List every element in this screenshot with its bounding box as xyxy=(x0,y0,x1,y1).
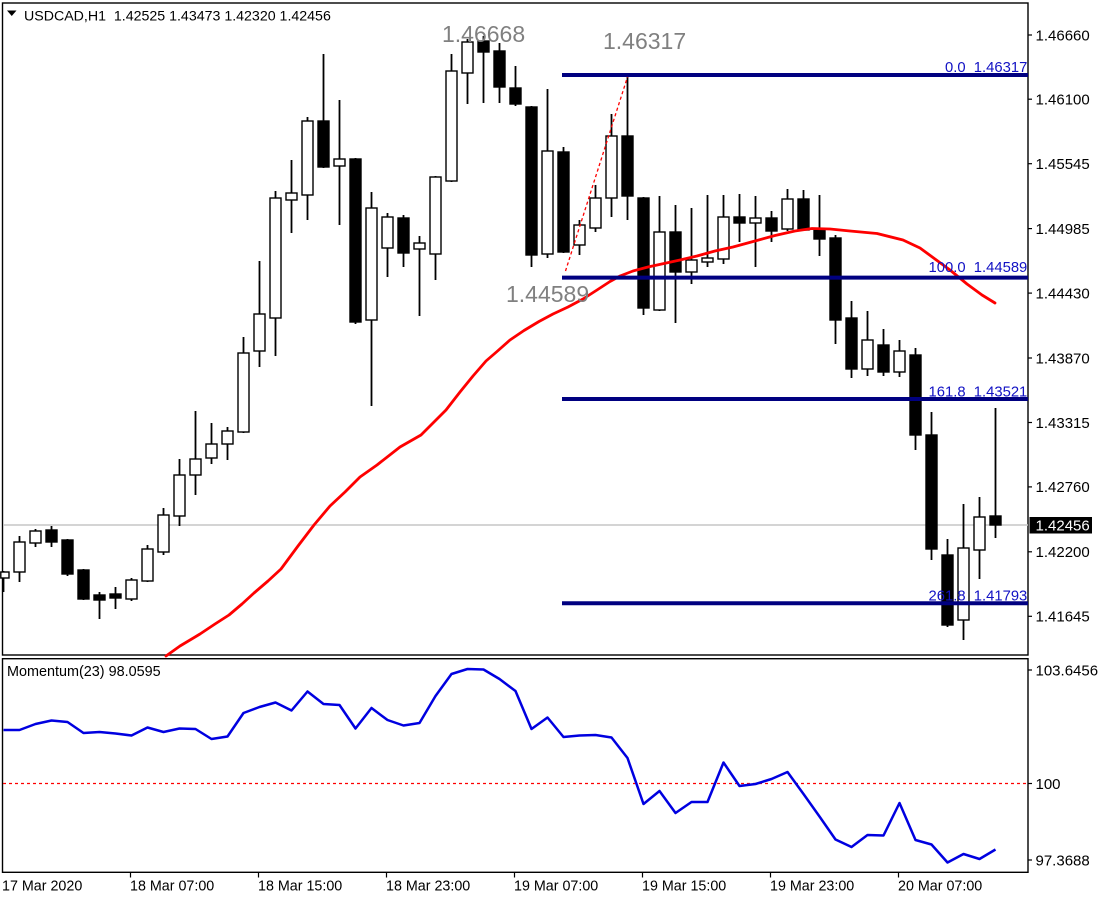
svg-text:1.44430: 1.44430 xyxy=(1036,285,1090,302)
svg-text:103.6456: 103.6456 xyxy=(1036,662,1099,679)
svg-text:1.43315: 1.43315 xyxy=(1036,415,1090,432)
svg-text:Momentum(23) 98.0595: Momentum(23) 98.0595 xyxy=(7,664,161,680)
svg-text:18 Mar 23:00: 18 Mar 23:00 xyxy=(386,879,470,895)
svg-text:1.46100: 1.46100 xyxy=(1036,92,1090,109)
svg-text:1.43870: 1.43870 xyxy=(1036,350,1090,367)
svg-text:18 Mar 07:00: 18 Mar 07:00 xyxy=(130,879,214,895)
svg-text:100: 100 xyxy=(1036,776,1061,793)
svg-text:1.46317: 1.46317 xyxy=(603,28,686,54)
svg-text:100.0 1.44589: 100.0 1.44589 xyxy=(929,260,1028,276)
svg-text:1.46660: 1.46660 xyxy=(1036,27,1090,44)
svg-text:1.42200: 1.42200 xyxy=(1036,544,1090,561)
svg-text:19 Mar 23:00: 19 Mar 23:00 xyxy=(770,879,854,895)
svg-text:1.46668: 1.46668 xyxy=(442,21,525,47)
svg-text:1.41645: 1.41645 xyxy=(1036,609,1090,626)
svg-text:161.8 1.43521: 161.8 1.43521 xyxy=(929,385,1028,401)
svg-text:97.3688: 97.3688 xyxy=(1036,852,1090,869)
svg-text:20 Mar 07:00: 20 Mar 07:00 xyxy=(898,879,982,895)
svg-text:0.0 1.46317: 0.0 1.46317 xyxy=(945,60,1027,76)
svg-text:261.8 1.41793: 261.8 1.41793 xyxy=(929,589,1028,605)
svg-text:19 Mar 15:00: 19 Mar 15:00 xyxy=(642,879,726,895)
svg-text:1.44589: 1.44589 xyxy=(506,281,589,307)
svg-text:1.42456: 1.42456 xyxy=(1036,517,1090,534)
svg-text:1.42760: 1.42760 xyxy=(1036,479,1090,496)
svg-text:USDCAD,H1 1.42525 1.43473 1.4: USDCAD,H1 1.42525 1.43473 1.42320 1.4245… xyxy=(24,9,331,25)
svg-text:1.44985: 1.44985 xyxy=(1036,221,1090,238)
svg-text:17 Mar 2020: 17 Mar 2020 xyxy=(2,879,82,895)
svg-text:19 Mar 07:00: 19 Mar 07:00 xyxy=(514,879,598,895)
svg-text:18 Mar 15:00: 18 Mar 15:00 xyxy=(258,879,342,895)
svg-text:1.45545: 1.45545 xyxy=(1036,156,1090,173)
